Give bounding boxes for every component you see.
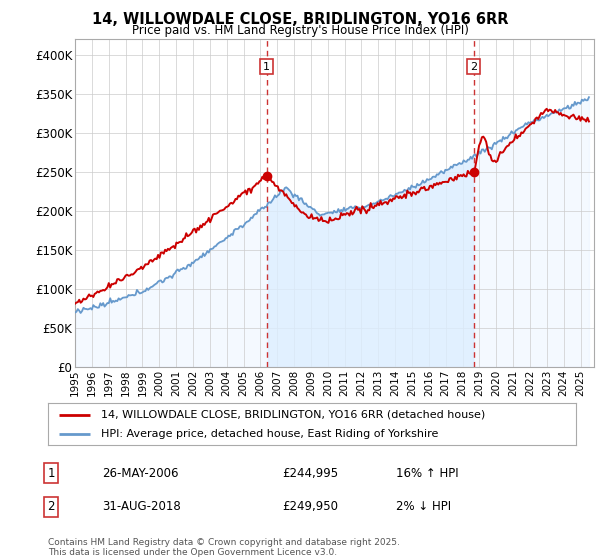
Text: Price paid vs. HM Land Registry's House Price Index (HPI): Price paid vs. HM Land Registry's House …	[131, 24, 469, 37]
Text: 2: 2	[470, 62, 477, 72]
Text: £244,995: £244,995	[282, 466, 338, 480]
Text: £249,950: £249,950	[282, 500, 338, 514]
Text: 14, WILLOWDALE CLOSE, BRIDLINGTON, YO16 6RR: 14, WILLOWDALE CLOSE, BRIDLINGTON, YO16 …	[92, 12, 508, 27]
Text: 31-AUG-2018: 31-AUG-2018	[102, 500, 181, 514]
Text: 16% ↑ HPI: 16% ↑ HPI	[396, 466, 458, 480]
Text: 26-MAY-2006: 26-MAY-2006	[102, 466, 179, 480]
Text: 14, WILLOWDALE CLOSE, BRIDLINGTON, YO16 6RR (detached house): 14, WILLOWDALE CLOSE, BRIDLINGTON, YO16 …	[101, 409, 485, 419]
Text: 1: 1	[263, 62, 270, 72]
Text: 1: 1	[47, 466, 55, 480]
Text: 2: 2	[47, 500, 55, 514]
Text: HPI: Average price, detached house, East Riding of Yorkshire: HPI: Average price, detached house, East…	[101, 429, 438, 439]
Text: Contains HM Land Registry data © Crown copyright and database right 2025.
This d: Contains HM Land Registry data © Crown c…	[48, 538, 400, 557]
Text: 2% ↓ HPI: 2% ↓ HPI	[396, 500, 451, 514]
